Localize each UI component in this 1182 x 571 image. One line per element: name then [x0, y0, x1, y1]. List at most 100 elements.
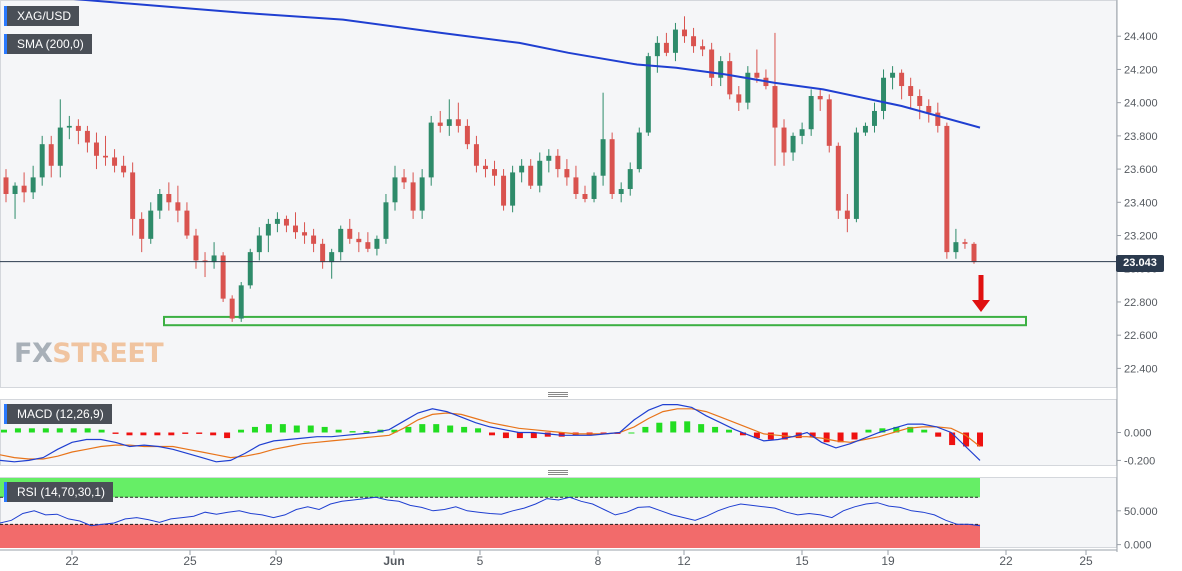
candle — [627, 162, 633, 196]
candle — [229, 295, 235, 322]
macd-histogram-bar — [98, 429, 105, 433]
macd-histogram-bar — [363, 431, 370, 433]
candle-body — [21, 185, 27, 193]
candle — [672, 22, 678, 62]
candle-body — [428, 122, 434, 178]
candle-body — [971, 243, 977, 263]
candle-body — [790, 135, 796, 153]
candle — [283, 215, 289, 233]
pane-background-0 — [0, 0, 1117, 388]
candle-body — [392, 177, 398, 203]
candle-body — [57, 127, 63, 166]
candle-body — [93, 142, 99, 156]
macd-histogram-bar — [238, 429, 245, 433]
candle — [609, 132, 615, 199]
macd-histogram-bar — [28, 428, 35, 433]
candle-body — [645, 56, 651, 133]
candle-body — [320, 243, 326, 263]
macd-histogram-bar — [335, 429, 342, 433]
macd-histogram-bar — [865, 429, 872, 433]
candle-body — [157, 194, 163, 211]
candle — [93, 132, 99, 170]
candle-body — [437, 122, 443, 126]
candle-body — [862, 125, 868, 133]
candle-body — [347, 228, 353, 239]
macd-histogram-bar — [558, 432, 565, 437]
macd-histogram-bar — [293, 425, 300, 433]
candle — [754, 49, 760, 83]
x-tick-label: 15 — [795, 554, 809, 568]
candle-body — [944, 125, 950, 253]
macd-histogram-bar — [823, 432, 830, 443]
candle-body — [754, 72, 760, 78]
macd-histogram-bar — [265, 424, 272, 433]
candle — [709, 42, 715, 87]
macd-histogram-bar — [1, 429, 7, 433]
candle-body — [917, 96, 923, 106]
macd-histogram-bar — [42, 428, 49, 433]
candle-body — [682, 29, 687, 37]
candle-body — [501, 175, 507, 206]
candle-body — [826, 99, 832, 146]
macd-histogram-bar — [349, 431, 356, 433]
macd-histogram-bar — [907, 426, 914, 433]
candle — [401, 169, 407, 190]
candle-body — [121, 165, 127, 173]
candle — [48, 135, 54, 178]
candle-body — [193, 235, 199, 261]
legend-rsi[interactable]: RSI (14,70,30,1) — [4, 482, 114, 502]
price-axis-label: 22.400 — [1124, 363, 1158, 375]
candle — [75, 119, 81, 145]
macd-histogram-bar — [251, 426, 258, 433]
x-tick-label: 29 — [269, 554, 283, 568]
candle — [881, 69, 887, 120]
macd-histogram-bar — [809, 432, 816, 437]
candle-body — [48, 144, 54, 166]
legend-symbol[interactable]: XAG/USD — [4, 6, 80, 26]
x-tick-label: 25 — [1079, 554, 1093, 568]
legend-macd[interactable]: MACD (12,26,9) — [4, 404, 112, 424]
macd-histogram-bar — [405, 426, 412, 433]
candle — [663, 32, 669, 57]
candle — [736, 86, 742, 111]
candle-body — [211, 255, 217, 263]
candle-body — [600, 139, 606, 176]
candle-body — [265, 223, 271, 236]
candle-body — [745, 72, 751, 103]
candle-body — [401, 177, 407, 183]
candle-body — [663, 42, 669, 53]
candle-body — [112, 157, 118, 166]
candle — [39, 135, 45, 186]
candle-body — [184, 210, 190, 236]
candle — [772, 32, 778, 166]
candle-body — [220, 255, 226, 299]
candle — [971, 242, 977, 264]
candle — [482, 159, 488, 178]
macd-signal-line — [0, 408, 981, 460]
candle-body — [564, 169, 570, 178]
candle-body — [890, 72, 896, 78]
legend-sma[interactable]: SMA (200,0) — [4, 34, 92, 54]
price-axis-label: 22.800 — [1124, 297, 1158, 309]
candle — [564, 159, 570, 186]
macd-histogram-bar — [600, 432, 607, 434]
macd-histogram-bar — [447, 425, 454, 433]
macd-histogram-bar — [698, 424, 705, 433]
candle — [871, 102, 877, 133]
candle — [274, 212, 280, 233]
x-tick-label: Jun — [383, 554, 404, 568]
candle — [148, 202, 154, 244]
rsi-line — [0, 496, 981, 527]
pane-resize-handle-2[interactable] — [548, 470, 568, 475]
candle — [12, 182, 18, 219]
macd-histogram-bar — [321, 426, 328, 433]
candle — [365, 232, 371, 253]
candle-body — [229, 298, 235, 319]
candle — [890, 66, 896, 90]
candle-body — [636, 132, 642, 170]
candle-body — [582, 194, 588, 199]
rsi-overbought-band — [0, 478, 980, 498]
pane-resize-handle-1[interactable] — [548, 392, 568, 397]
candle-body — [419, 177, 425, 211]
candle — [256, 227, 262, 261]
